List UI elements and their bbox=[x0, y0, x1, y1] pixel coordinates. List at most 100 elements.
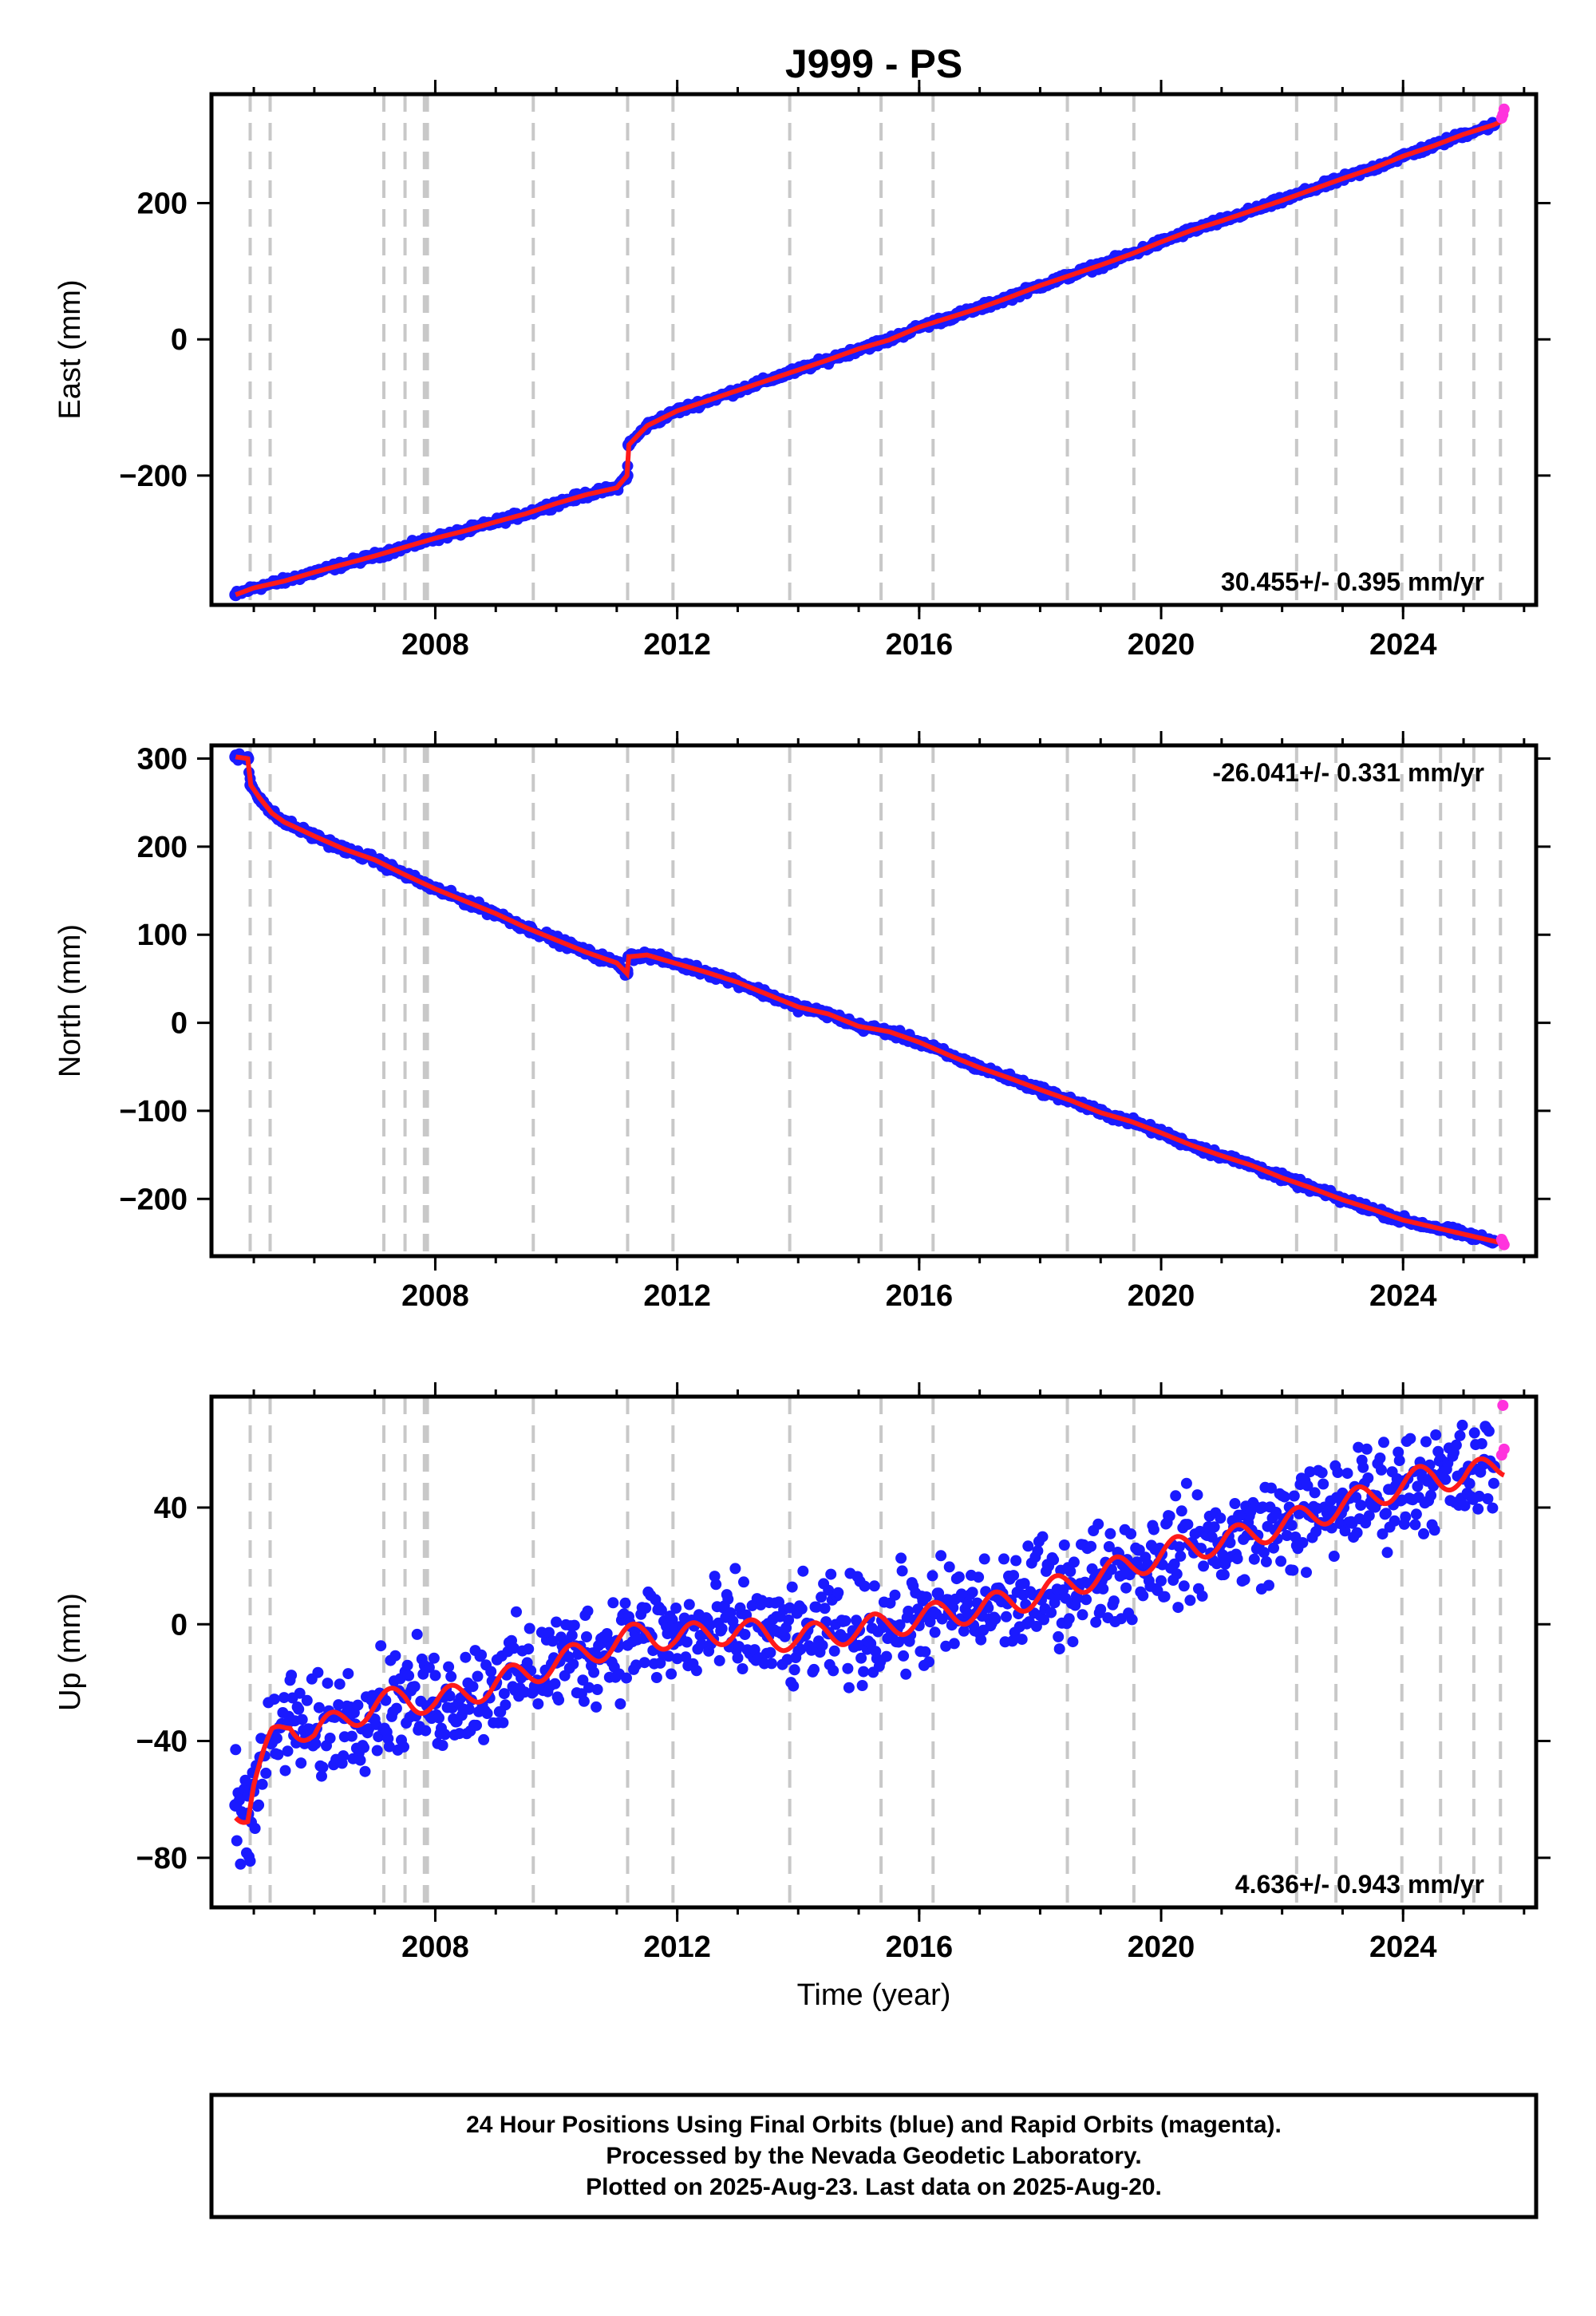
up-final-point bbox=[476, 1649, 488, 1661]
up-final-point bbox=[567, 1658, 579, 1670]
up-final-point bbox=[1263, 1579, 1274, 1591]
up-final-point bbox=[1215, 1512, 1227, 1524]
info-line-3: Plotted on 2025-Aug-23. Last data on 202… bbox=[586, 2174, 1162, 2200]
up-final-point bbox=[1357, 1461, 1369, 1473]
up-final-point bbox=[1104, 1528, 1116, 1539]
up-final-point bbox=[1288, 1490, 1300, 1502]
up-final-point bbox=[1068, 1556, 1080, 1568]
up-final-point bbox=[1248, 1553, 1260, 1565]
up-final-point bbox=[429, 1670, 441, 1682]
up-final-point bbox=[1045, 1607, 1057, 1618]
up-final-point bbox=[390, 1702, 402, 1714]
up-final-point bbox=[1316, 1467, 1328, 1479]
up-final-point bbox=[895, 1552, 907, 1564]
up-final-point bbox=[312, 1666, 324, 1678]
up-final-point bbox=[896, 1565, 908, 1577]
up-final-point bbox=[244, 1856, 256, 1867]
up-final-point bbox=[796, 1603, 808, 1614]
up-final-point bbox=[1483, 1425, 1495, 1437]
up-final-point bbox=[1137, 1590, 1149, 1602]
east-model-line bbox=[235, 117, 1506, 598]
up-rate-label: 4.636+/- 0.943 mm/yr bbox=[1235, 1870, 1484, 1899]
up-final-point bbox=[1001, 1611, 1012, 1622]
up-final-point bbox=[797, 1565, 809, 1577]
east-x-tick-label: 2012 bbox=[643, 628, 711, 662]
up-final-point bbox=[1077, 1609, 1088, 1621]
info-box: 24 Hour Positions Using Final Orbits (bl… bbox=[209, 2093, 1539, 2219]
up-final-point bbox=[1097, 1583, 1109, 1595]
up-final-point bbox=[523, 1643, 535, 1655]
up-final-point bbox=[497, 1717, 509, 1729]
up-final-point bbox=[713, 1654, 725, 1666]
up-final-point bbox=[295, 1757, 307, 1769]
north-y-tick-label: 300 bbox=[137, 743, 188, 777]
up-final-point bbox=[843, 1682, 855, 1694]
up-final-point bbox=[1198, 1560, 1210, 1572]
up-final-point bbox=[588, 1666, 600, 1678]
up-final-point bbox=[1180, 1477, 1192, 1489]
up-final-point bbox=[868, 1580, 880, 1592]
up-final-point bbox=[293, 1703, 305, 1715]
up-final-point bbox=[1351, 1527, 1363, 1539]
up-final-point bbox=[1332, 1467, 1344, 1478]
up-final-value-point bbox=[283, 1713, 297, 1727]
up-final-point bbox=[825, 1568, 837, 1580]
up-final-point bbox=[591, 1684, 603, 1695]
up-final-point bbox=[358, 1741, 369, 1753]
up-final-point bbox=[975, 1634, 987, 1646]
up-final-point bbox=[338, 1750, 350, 1762]
north-y-tick-label: 200 bbox=[137, 831, 188, 864]
east-x-tick-label: 2024 bbox=[1369, 628, 1437, 662]
up-y-tick-label: −40 bbox=[136, 1725, 188, 1759]
north-rapid-orbit-point bbox=[1498, 1239, 1510, 1251]
up-final-point bbox=[1430, 1429, 1442, 1441]
up-final-point bbox=[439, 1729, 451, 1741]
up-x-tick-label: 2024 bbox=[1369, 1931, 1437, 1964]
up-final-point bbox=[401, 1659, 413, 1671]
up-final-point bbox=[816, 1639, 828, 1651]
up-final-point bbox=[710, 1579, 722, 1591]
east-x-tick-label: 2008 bbox=[401, 628, 469, 662]
up-final-point bbox=[371, 1745, 383, 1757]
up-final-point bbox=[1170, 1490, 1182, 1502]
up-final-point bbox=[1418, 1528, 1429, 1539]
up-final-point bbox=[839, 1615, 851, 1626]
east-y-tick-label: 200 bbox=[137, 188, 188, 221]
up-final-point bbox=[858, 1666, 870, 1678]
east-x-tick-label: 2016 bbox=[886, 628, 954, 662]
up-final-point bbox=[282, 1745, 294, 1757]
up-final-point bbox=[549, 1678, 561, 1690]
up-final-point bbox=[286, 1670, 298, 1682]
north-x-tick-label: 2016 bbox=[886, 1279, 954, 1313]
up-final-point bbox=[1410, 1508, 1422, 1520]
up-final-point bbox=[1309, 1487, 1321, 1499]
up-final-point bbox=[231, 1835, 243, 1847]
up-final-point bbox=[463, 1703, 475, 1715]
up-final-point bbox=[1328, 1551, 1340, 1562]
up-final-point bbox=[1297, 1537, 1309, 1548]
up-final-point bbox=[1428, 1524, 1440, 1536]
up-final-point bbox=[683, 1599, 695, 1611]
up-final-point bbox=[342, 1668, 354, 1680]
up-final-point bbox=[249, 1823, 261, 1834]
up-final-point bbox=[1275, 1555, 1287, 1567]
up-final-point bbox=[898, 1650, 910, 1662]
up-final-point bbox=[1487, 1477, 1499, 1489]
up-final-point bbox=[279, 1765, 291, 1777]
up-final-point bbox=[889, 1589, 901, 1601]
up-final-point bbox=[929, 1626, 941, 1638]
up-x-tick-label: 2016 bbox=[886, 1931, 954, 1964]
up-final-point bbox=[1175, 1550, 1187, 1562]
up-final-point bbox=[566, 1630, 578, 1642]
up-final-point bbox=[1184, 1595, 1196, 1607]
up-final-point bbox=[1063, 1613, 1075, 1625]
up-final-point bbox=[1095, 1603, 1107, 1615]
up-final-point bbox=[1456, 1419, 1468, 1431]
up-final-point bbox=[1260, 1555, 1272, 1567]
east-rapid-orbit-point bbox=[1498, 103, 1510, 115]
up-final-point bbox=[1016, 1634, 1028, 1646]
north-panel: 2008 2012 2016 2020 2024 −200 −100 0 100 200 300 No… bbox=[53, 731, 1551, 1313]
up-final-point bbox=[729, 1563, 741, 1575]
up-final-point bbox=[935, 1550, 947, 1562]
north-x-tick-label: 2020 bbox=[1128, 1279, 1195, 1313]
